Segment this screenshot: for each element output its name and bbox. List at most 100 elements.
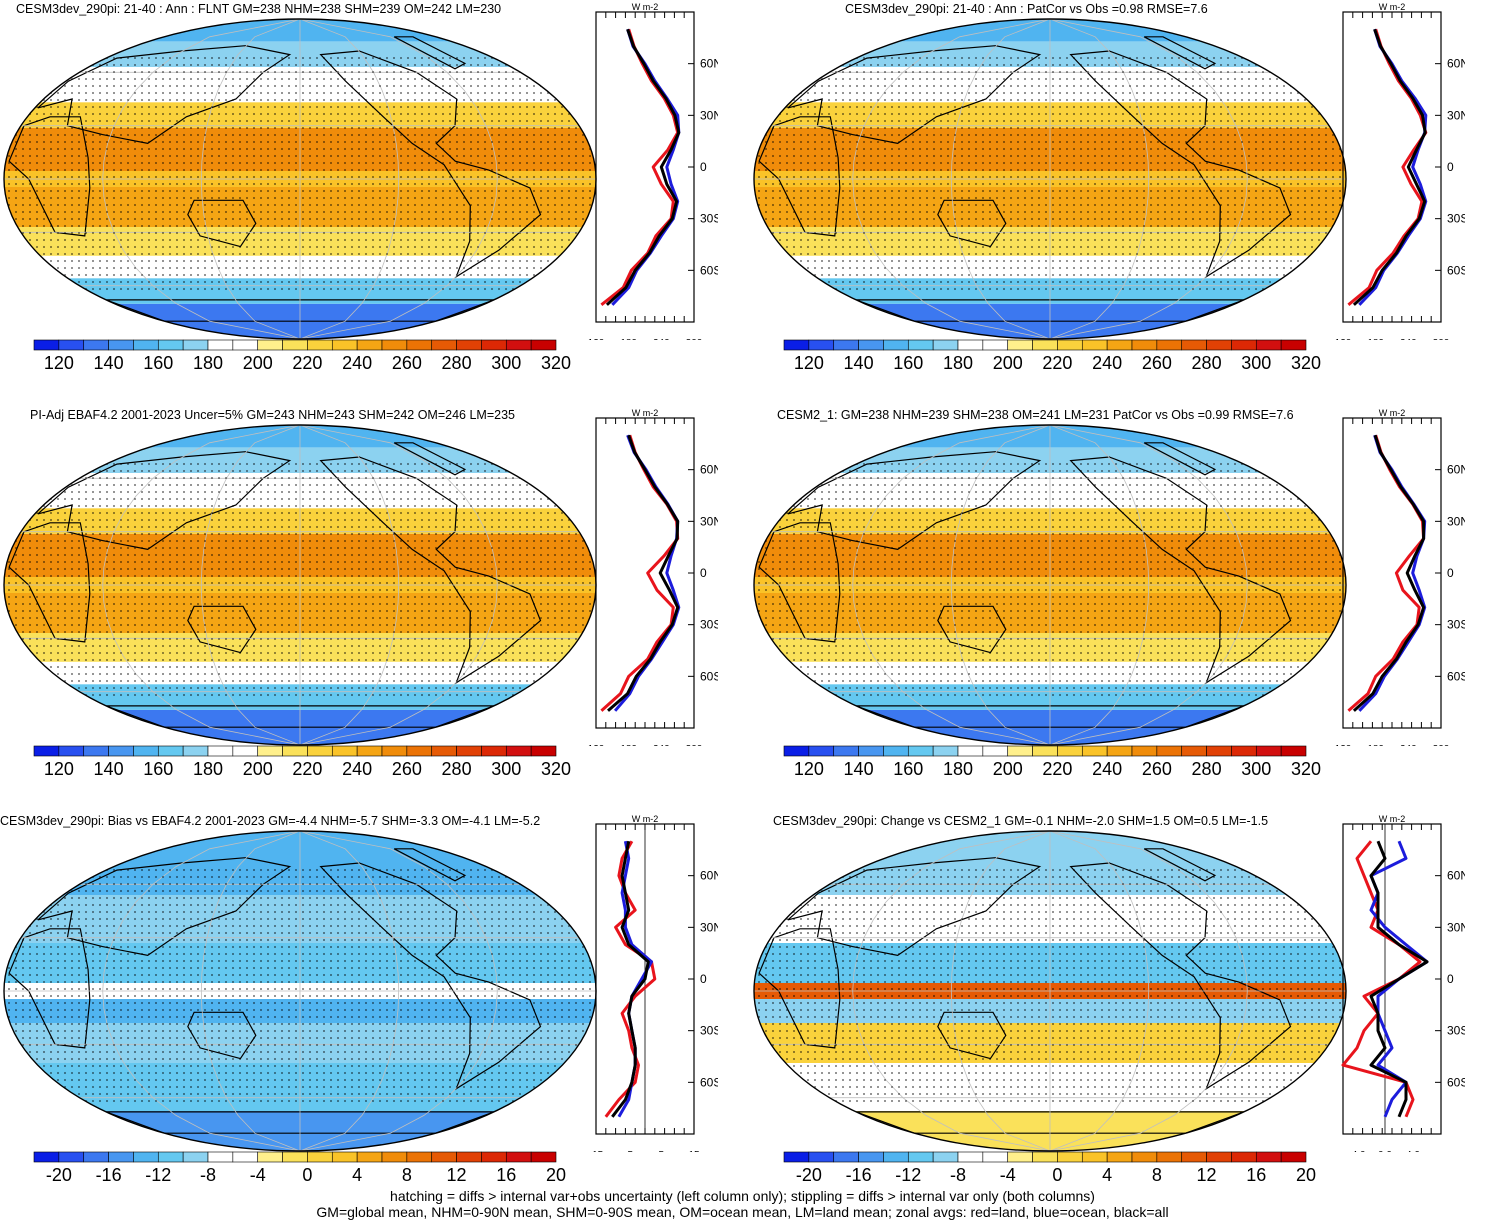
colorbar-swatch — [1007, 1151, 1033, 1163]
zonal-unit-label: W m-2 — [632, 408, 659, 418]
colorbar-swatch — [456, 745, 482, 757]
colorbar-swatch — [883, 745, 909, 757]
colorbar-swatch — [1206, 339, 1232, 351]
colorbar-tick-label: 12 — [447, 1165, 467, 1184]
footnote-line-2: GM=global mean, NHM=0-90N mean, SHM=0-90… — [316, 1204, 1169, 1220]
colorbar-swatch — [381, 745, 408, 757]
colorbar-swatch — [907, 1151, 934, 1163]
colorbar-tick-label: 160 — [893, 759, 923, 778]
colorbar-swatch — [207, 339, 234, 351]
zonal-y-tick-label: 60S — [700, 1075, 718, 1089]
zonal-y-tick-label: 0 — [700, 972, 707, 986]
colorbar-tick-label: 300 — [1241, 759, 1271, 778]
zonal-x-tick-label: 120 — [588, 338, 605, 340]
map-plot — [753, 18, 1347, 340]
zonal-y-tick-label: 30S — [700, 212, 718, 226]
colorbar-swatch — [783, 1151, 810, 1163]
footnote-line-1: hatching = diffs > internal var+obs unce… — [390, 1188, 1095, 1204]
colorbar-swatch — [406, 1151, 433, 1163]
colorbar-tick-label: -20 — [796, 1165, 822, 1184]
zonal-y-tick-label: 0 — [1447, 566, 1454, 580]
zonal-x-tick-label: 300 — [1433, 338, 1450, 340]
panel-title: CESM3dev_290pi: Bias vs EBAF4.2 2001-202… — [0, 814, 541, 828]
colorbar-tick-label: -16 — [96, 1165, 122, 1184]
colorbar-swatch — [833, 339, 859, 351]
colorbar-tick-label: 180 — [943, 759, 973, 778]
colorbar: -20 -16 -12 -8 -4 0 4 8 12 16 20 — [783, 1151, 1316, 1184]
colorbar-swatch — [808, 339, 835, 351]
colorbar-swatch — [982, 1151, 1009, 1163]
colorbar-swatch — [207, 745, 234, 757]
colorbar-swatch — [907, 745, 934, 757]
colorbar-swatch — [257, 745, 283, 757]
colorbar-swatch — [157, 745, 184, 757]
zonal-x-tick-label: -15 — [589, 1150, 604, 1152]
colorbar-tick-label: 140 — [94, 759, 124, 778]
zonal-frame — [595, 11, 695, 323]
zonal-unit-label: W m-2 — [1379, 814, 1406, 824]
colorbar: 120 140 160 180 200 220 240 260 280 300 320 — [783, 745, 1321, 778]
colorbar-tick-label: 8 — [1152, 1165, 1162, 1184]
colorbar-swatch — [1280, 339, 1307, 351]
colorbar-swatch — [33, 745, 60, 757]
colorbar-swatch — [1255, 745, 1282, 757]
map-outline — [753, 830, 1347, 1152]
colorbar-swatch — [883, 339, 909, 351]
zonal-y-tick-label: 30S — [700, 618, 718, 632]
stippling — [754, 54, 1346, 294]
colorbar-swatch — [982, 745, 1009, 757]
colorbar-swatch — [530, 1151, 557, 1163]
map-plot — [753, 830, 1347, 1152]
colorbar-swatch — [58, 745, 85, 757]
colorbar-swatch — [1231, 745, 1257, 757]
colorbar-tick-label: 320 — [541, 759, 571, 778]
colorbar-tick-label: 160 — [893, 353, 923, 372]
colorbar-tick-label: 280 — [1192, 759, 1222, 778]
colorbar-swatch — [1131, 339, 1158, 351]
colorbar-swatch — [182, 1151, 209, 1163]
colorbar-swatch — [1007, 745, 1033, 757]
colorbar-swatch — [381, 1151, 408, 1163]
colorbar-swatch — [108, 745, 134, 757]
panel-1: CESM3dev_290pi: 21-40 : Ann : FLNT GM=23… — [0, 0, 740, 400]
colorbar-tick-label: 120 — [794, 759, 824, 778]
colorbar-swatch — [481, 1151, 507, 1163]
zonal-x-tick-label: 180 — [1367, 338, 1384, 340]
colorbar-swatch — [356, 339, 383, 351]
zonal-x-tick-label: 5 — [659, 1150, 665, 1152]
colorbar-tick-label: 240 — [342, 353, 372, 372]
colorbar-tick-label: 20 — [546, 1165, 566, 1184]
zonal-x-tick-label: 4.0 — [1406, 1150, 1420, 1152]
colorbar-swatch — [1106, 339, 1133, 351]
colorbar-swatch — [232, 1151, 259, 1163]
zonal-y-tick-label: 60S — [700, 669, 718, 683]
zonal-profile-plot: W m-2 120 180 240 300 60N 30N 0 30S 60S — [588, 2, 718, 340]
colorbar-swatch — [108, 339, 134, 351]
colorbar-tick-label: 260 — [392, 353, 422, 372]
colorbar-swatch — [1181, 745, 1207, 757]
colorbar-swatch — [331, 339, 358, 351]
colorbar-tick-label: -12 — [145, 1165, 171, 1184]
colorbar-tick-label: 280 — [1192, 353, 1222, 372]
colorbar-swatch — [307, 745, 333, 757]
zonal-x-tick-label: 240 — [653, 744, 670, 746]
zonal-x-tick-label: 180 — [620, 744, 637, 746]
colorbar-swatch — [1231, 1151, 1257, 1163]
zonal-line-all — [1352, 434, 1426, 712]
colorbar-swatch — [157, 1151, 184, 1163]
colorbar-tick-label: 300 — [1241, 353, 1271, 372]
colorbar-tick-label: 12 — [1197, 1165, 1217, 1184]
zonal-y-tick-label: 60S — [700, 263, 718, 277]
colorbar-tick-label: 16 — [1246, 1165, 1266, 1184]
colorbar-swatch — [1156, 339, 1183, 351]
colorbar-tick-label: 220 — [1042, 759, 1072, 778]
colorbar-swatch — [182, 339, 209, 351]
colorbar-swatch — [1181, 339, 1207, 351]
panel-title: CESM3dev_290pi: Change vs CESM2_1 GM=-0.… — [773, 814, 1269, 828]
colorbar-tick-label: 4 — [352, 1165, 362, 1184]
colorbar-swatch — [1181, 1151, 1207, 1163]
colorbar-tick-label: 320 — [1291, 353, 1321, 372]
map-plot — [3, 18, 597, 340]
colorbar-tick-label: 120 — [44, 353, 74, 372]
colorbar-swatch — [356, 745, 383, 757]
